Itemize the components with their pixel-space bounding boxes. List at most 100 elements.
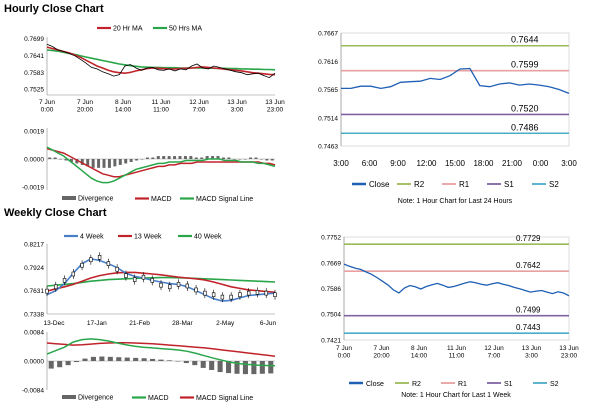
hourly-price-x-tick: 7 Jun 20:00	[77, 99, 94, 114]
hourly-divergence-bar	[59, 159, 63, 160]
weekly-13-week-line	[46, 271, 276, 294]
weekly-candle-body	[132, 277, 137, 282]
weekly-divergence-bar	[226, 361, 232, 374]
weekly-candle-body	[246, 290, 251, 296]
hourly-price-y-tick-label: 0.7583	[24, 70, 44, 77]
weekly-candle-body	[159, 282, 163, 288]
hourly-levels-x-tick: 12:00	[416, 159, 437, 168]
hourly-levels-x-tick: 18:00	[473, 159, 494, 168]
hourly-divergence-bar	[211, 156, 215, 159]
weekly-levels-level-r2-label: 0.7729	[516, 234, 541, 243]
weekly-levels-legend-r1: R1	[458, 381, 467, 388]
weekly-levels-legend-s2: S2	[550, 381, 559, 388]
weekly-levels-level-s1-label: 0.7499	[516, 306, 541, 315]
weekly-levels-x-tick: 8 Jun 14:00	[411, 345, 428, 360]
weekly-divergence-bar	[116, 357, 122, 361]
weekly-levels-level-r1-label: 0.7642	[516, 261, 541, 270]
weekly-candle-body	[150, 278, 154, 283]
hourly-legend-divergence-swatch	[62, 196, 76, 200]
hourly-divergence-bar	[254, 157, 258, 159]
hourly-price-y-tick-label: 0.7641	[24, 53, 44, 60]
hourly-macd-y-tick-label: 0.0000	[24, 157, 44, 164]
hourly-legend-divergence: Divergence	[78, 196, 114, 203]
weekly-price-y-tick-label: 0.7631	[24, 288, 44, 295]
weekly-candle-body	[211, 292, 216, 298]
hourly-levels-y-tick-label: 0.7565	[318, 87, 338, 94]
weekly-levels-note: Note: 1 Hour Chart for Last 1 Week	[401, 392, 511, 399]
weekly-candle-body	[185, 283, 190, 289]
hourly-levels-y-tick-label: 0.7616	[318, 59, 338, 66]
weekly-candle-body	[176, 282, 181, 287]
hourly-divergence-bar	[69, 159, 73, 162]
hourly-levels-y-tick-label: 0.7463	[318, 144, 338, 151]
weekly-levels-y-tick-label: 0.7586	[321, 286, 341, 293]
hourly-legend-20hr-ma: 20 Hr MA	[113, 26, 143, 33]
hourly-divergence-bar	[151, 157, 155, 159]
hourly-price-x-tick: 8 Jun 14:00	[115, 99, 132, 114]
weekly-levels-x-tick: 11 Jun 11:00	[447, 345, 466, 360]
weekly-macd-y-tick-label: 0.0000	[24, 359, 44, 366]
weekly-price-x-tick: 17-Jan	[87, 320, 107, 327]
hourly-legend-macd-signal: MACD Signal Line	[196, 196, 253, 203]
hourly-section-title: Hourly Close Chart	[4, 3, 104, 15]
hourly-divergence-bar	[173, 156, 177, 159]
hourly-divergence-bar	[178, 156, 182, 159]
weekly-levels-close-line	[343, 263, 570, 297]
weekly-levels-x-tick: 13 Jun 23:00	[559, 345, 579, 360]
hourly-divergence-bar	[113, 159, 117, 167]
hourly-levels-x-tick: 9:00	[390, 159, 406, 168]
weekly-candle-body	[71, 271, 76, 277]
hourly-price-x-tick: 12 Jun 7:00	[189, 99, 209, 114]
weekly-candle-body	[255, 290, 260, 295]
weekly-divergence-bar	[251, 361, 257, 375]
hourly-divergence-bar	[238, 159, 242, 160]
hourly-levels-note: Note: 1 Hour Chart for Last 24 Hours	[398, 198, 513, 205]
hourly-levels-legend-close: Close	[369, 180, 390, 189]
weekly-price-x-tick: 13-Dec	[44, 320, 66, 327]
weekly-price-x-tick: 6-Jun	[260, 320, 277, 327]
hourly-divergence-bar	[118, 159, 122, 165]
hourly-divergence-bar	[48, 157, 52, 159]
weekly-candle-body	[45, 288, 49, 294]
hourly-divergence-bar	[86, 159, 90, 167]
weekly-candle-body	[264, 290, 268, 296]
hourly-levels-x-tick: 3:00	[561, 159, 577, 168]
weekly-divergence-bar	[107, 356, 113, 361]
weekly-levels-x-tick: 7 Jun 20:00	[373, 345, 390, 360]
weekly-candle-body	[168, 284, 172, 290]
weekly-macd-y-tick-label: 0.0084	[24, 330, 44, 337]
weekly-divergence-bar	[99, 356, 105, 361]
weekly-40-week-line	[46, 276, 276, 287]
hourly-divergence-bar	[205, 156, 209, 159]
hourly-divergence-bar	[259, 159, 263, 160]
hourly-price-x-tick: 7 Jun 0:00	[39, 99, 55, 114]
hourly-divergence-bar	[243, 159, 247, 160]
hourly-divergence-bar	[216, 156, 220, 159]
hourly-divergence-bar	[189, 156, 193, 159]
weekly-divergence-bar	[133, 357, 139, 361]
hourly-levels-x-tick: 21:00	[502, 159, 523, 168]
weekly-divergence-bar	[48, 361, 54, 369]
weekly-levels-y-tick-label: 0.7669	[321, 260, 341, 267]
weekly-divergence-bar	[124, 357, 130, 361]
hourly-divergence-bar	[135, 159, 139, 161]
hourly-divergence-bar	[200, 157, 204, 159]
hourly-levels-legend-s1: S1	[504, 180, 514, 189]
weekly-legend-40-week: 40 Week	[194, 234, 222, 241]
weekly-divergence-bar	[74, 361, 80, 363]
hourly-divergence-bar	[265, 159, 269, 161]
weekly-candle-body	[229, 294, 233, 300]
weekly-levels-y-tick-label: 0.7504	[321, 312, 341, 319]
hourly-levels-legend-s2: S2	[549, 180, 559, 189]
weekly-candle-body	[124, 273, 128, 278]
weekly-candle-body	[220, 294, 225, 300]
hourly-price-x-tick: 13 Jun 3:00	[227, 99, 247, 114]
hourly-divergence-bar	[156, 156, 160, 159]
hourly-price-y-tick-label: 0.7699	[24, 36, 44, 43]
weekly-price-x-tick: 2-May	[216, 320, 235, 327]
hourly-divergence-bar	[129, 159, 133, 162]
weekly-levels-legend-close: Close	[366, 381, 384, 388]
weekly-divergence-bar	[217, 361, 223, 373]
weekly-divergence-bar	[150, 358, 156, 361]
hourly-divergence-bar	[124, 159, 128, 164]
